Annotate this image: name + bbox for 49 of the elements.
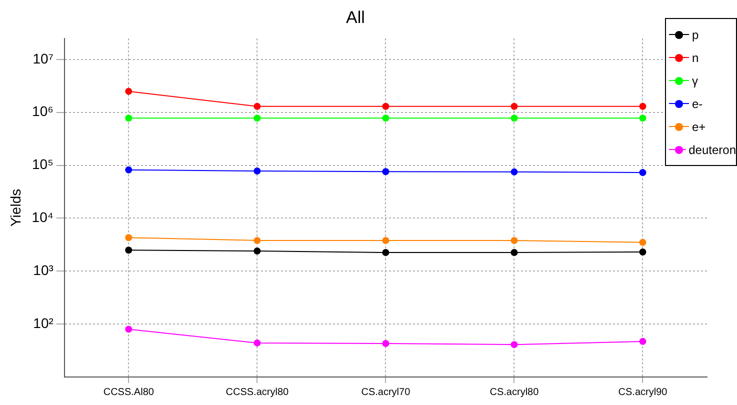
- point: [125, 234, 132, 242]
- point: [510, 168, 518, 176]
- point: [510, 236, 518, 244]
- legend-label: n: [692, 50, 699, 64]
- legend-label: e-: [692, 96, 703, 110]
- point: [639, 238, 646, 246]
- point: [382, 114, 390, 122]
- point: [510, 102, 518, 110]
- point: [382, 340, 390, 347]
- point: [510, 114, 518, 122]
- y-tick-label: 10⁶: [32, 103, 54, 120]
- x-tick-label: CS.acryl80: [490, 386, 540, 398]
- legend-label: p: [692, 28, 699, 42]
- point: [125, 88, 132, 95]
- point: [254, 339, 261, 346]
- y-axis-title: Yields: [7, 188, 24, 227]
- point: [639, 338, 646, 345]
- point: [382, 236, 390, 244]
- x-tick-label: CS.acryl90: [618, 386, 668, 398]
- point: [639, 114, 646, 122]
- legend-label: deuteron: [688, 142, 736, 156]
- point: [125, 166, 132, 174]
- point: [254, 168, 261, 175]
- point: [125, 114, 132, 122]
- point: [639, 102, 646, 110]
- y-tick-label: 10²: [33, 314, 54, 331]
- point: [125, 326, 132, 333]
- point: [125, 246, 132, 254]
- chart-title: All: [346, 8, 365, 27]
- point: [382, 249, 390, 256]
- point: [639, 169, 646, 176]
- x-tick-label: CCSS.acryl80: [226, 386, 289, 398]
- point: [510, 341, 518, 348]
- point: [639, 248, 646, 256]
- y-tick-label: 10⁷: [32, 50, 54, 66]
- y-tick-label: 10³: [33, 262, 54, 278]
- x-tick-label: CS.acryl70: [361, 386, 411, 398]
- point: [382, 168, 390, 176]
- y-tick-label: 10⁵: [32, 156, 54, 172]
- point: [254, 248, 261, 255]
- point: [254, 114, 261, 122]
- point: [510, 249, 518, 256]
- point: [382, 102, 390, 110]
- legend-label: e+: [692, 120, 706, 134]
- y-tick-label: 10⁴: [32, 209, 54, 226]
- point: [254, 102, 261, 110]
- point: [254, 236, 261, 244]
- x-tick-label: CCSS.Al80: [103, 386, 154, 398]
- legend-label: γ: [692, 74, 698, 88]
